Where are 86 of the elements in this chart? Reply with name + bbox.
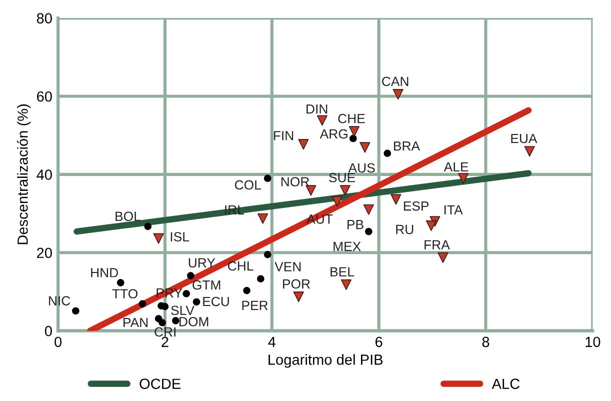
annotation: TTO [112,289,138,298]
annotation: PAN [124,318,148,328]
x-tick-label: 8 [482,336,490,348]
annotation: BOL [116,212,140,222]
point [116,279,124,286]
y-tick-label: 20 [37,248,52,258]
annotation: CHE [338,114,365,124]
annotation: CHL [228,261,254,271]
annotation: PER [242,300,268,310]
annotation: FIN [274,131,294,140]
point [363,204,374,215]
point [182,290,190,298]
annotation: SLV [171,306,194,316]
x-tick-label: 0 [54,336,62,348]
annotation: SUE [329,172,356,182]
annotation: POR [283,279,310,289]
annotation: VEN [274,262,301,272]
point [153,233,164,244]
annotation: DOM [180,317,208,326]
point [364,228,372,236]
point [316,115,328,126]
x-tick-label: 2 [162,336,168,347]
y-axis-title: Descentralización (%) [16,104,31,244]
legend-label: ALC [492,378,520,390]
y-tick-label: 60 [37,91,52,102]
annotation: ECU [203,296,229,306]
x-axis-title: Logaritmo del PIB [268,354,383,368]
x-tick-label: 6 [376,336,382,348]
point [390,194,402,205]
point [186,272,194,280]
point [458,173,469,184]
point [340,185,350,196]
point [172,316,180,324]
annotation: NIC [48,296,70,306]
annotation: IRL [225,205,244,214]
annotation: EUA [511,134,538,144]
point [524,146,535,157]
annotation: DIN [306,104,328,114]
y-tick-label: 0 [44,326,52,336]
x-tick-label: 10 [586,336,600,348]
point [72,307,80,315]
point [384,150,392,157]
point [438,252,448,263]
point [158,318,166,326]
annotation: CAN [382,76,408,86]
point [264,174,272,182]
annotation: NOR [281,177,310,186]
annotation: MEX [334,242,361,251]
annotation: RU [396,224,414,234]
annotation: PB [348,220,364,230]
annotation: ITA [444,205,463,214]
point [306,185,316,196]
point [258,213,268,224]
point [332,196,342,207]
y-tick-label: 80 [36,13,52,24]
annotation: ARG [320,129,348,139]
point [426,220,436,231]
legend-label: OCDE [140,378,181,390]
annotation: CRI [154,327,176,337]
point [360,142,370,153]
point [256,275,264,282]
annotation: GTM [192,280,220,290]
annotation: BEL [330,267,354,276]
point [293,292,304,302]
point [161,302,169,310]
annotation: COL [234,180,261,190]
point [349,134,357,142]
point [144,222,152,230]
point [348,126,360,137]
point [138,300,146,308]
point [243,286,250,294]
annotation: AUS [348,163,375,173]
point [298,139,309,150]
x-tick-label: 4 [268,336,276,347]
annotation: ESP [404,201,429,211]
annotation: ALE [444,162,468,172]
annotation: BRA [394,141,420,151]
point [340,279,352,290]
point [264,250,272,258]
annotation: HND [91,268,118,278]
point [392,89,404,100]
annotation: FRA [424,240,450,250]
annotation: URY [188,258,216,268]
y-tick-label: 40 [36,170,52,180]
annotation: ISL [170,232,190,242]
point [192,298,200,306]
